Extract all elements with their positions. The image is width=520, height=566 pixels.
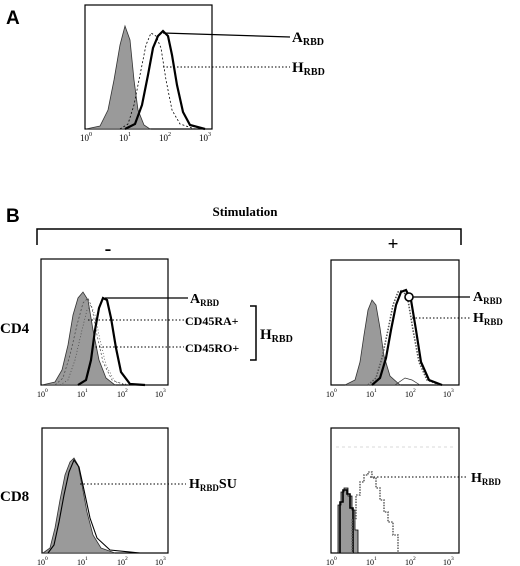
cd8-plus-h-rbd-curve bbox=[351, 471, 399, 553]
cd8-minus-x-ticks: 10 0 10 1 10 2 10 3 bbox=[37, 556, 166, 566]
cd4-minus-cd45ro-label: CD45RO+ bbox=[185, 341, 239, 355]
panel-a-a-rbd-leader bbox=[162, 32, 291, 38]
cd4-plus-x-ticks: 10 0 10 1 10 2 10 3 bbox=[326, 388, 454, 399]
panel-a-tick-2: 10 bbox=[159, 133, 169, 143]
cd4-plus-a-rbd-label: ARBD bbox=[473, 290, 503, 306]
panel-a-tick-3-exp: 3 bbox=[208, 132, 211, 138]
cd8-minus-tick-1-exp: 1 bbox=[85, 556, 88, 562]
cd4-plus-tick-1: 10 bbox=[366, 390, 374, 399]
cd4-minus-h-rbd-label: HRBD bbox=[260, 327, 293, 345]
cd8-plus-frame bbox=[330, 427, 460, 554]
cd4-minus-shaded-histogram bbox=[41, 291, 117, 386]
cd8-unstimulated-plot: 10 0 10 1 10 2 10 3 HRBDSU bbox=[37, 427, 237, 566]
cd4-plus-tick-0-exp: 0 bbox=[334, 388, 337, 394]
cd4-minus-cd45ra-label: CD45RA+ bbox=[185, 314, 239, 328]
stimulation-title: Stimulation bbox=[212, 204, 278, 219]
cd8-plus-h-rbd-label: HRBD bbox=[471, 471, 501, 487]
row-label-cd8: CD8 bbox=[0, 489, 29, 505]
panel-a-plot: 10 0 10 1 10 2 10 3 ARBD HRBD bbox=[80, 4, 325, 143]
cd4-plus-h-rbd-curve bbox=[367, 288, 441, 386]
cd4-minus-tick-2-exp: 2 bbox=[125, 388, 128, 394]
cd4-minus-tick-3: 10 bbox=[155, 390, 163, 399]
stimulation-plus: + bbox=[388, 234, 399, 255]
cd4-plus-shaded-histogram bbox=[344, 299, 402, 386]
cd8-minus-tick-0: 10 bbox=[37, 558, 45, 566]
panel-a-tick-3: 10 bbox=[199, 133, 209, 143]
panel-a-tick-2-exp: 2 bbox=[168, 132, 171, 138]
cd8-plus-tick-1: 10 bbox=[366, 558, 374, 566]
cd8-minus-tick-2: 10 bbox=[117, 558, 125, 566]
panel-a-x-ticks: 10 0 10 1 10 2 10 3 bbox=[80, 132, 211, 143]
panel-a-a-rbd-curve bbox=[124, 29, 206, 131]
panel-a-tick-0: 10 bbox=[80, 133, 90, 143]
panel-a-tick-1: 10 bbox=[119, 133, 129, 143]
cd4-minus-tick-1: 10 bbox=[77, 390, 85, 399]
panel-a-tick-1-exp: 1 bbox=[128, 132, 131, 138]
panel-a-h-rbd-label: HRBD bbox=[292, 60, 325, 78]
cd4-plus-tick-2-exp: 2 bbox=[413, 388, 416, 394]
cd4-minus-cd45ro-curve bbox=[59, 304, 131, 386]
stimulation-bracket bbox=[36, 228, 462, 245]
cd8-plus-tick-3: 10 bbox=[443, 558, 451, 566]
cd4-plus-a-rbd-curve bbox=[371, 288, 443, 387]
cd4-plus-tick-0: 10 bbox=[326, 390, 334, 399]
cd8-plus-tick-3-exp: 3 bbox=[451, 556, 454, 562]
cd4-plus-frame bbox=[330, 259, 460, 386]
cd8-minus-h-rbd-curve bbox=[47, 458, 141, 554]
panel-a-a-rbd-label: ARBD bbox=[292, 30, 324, 48]
cd4-minus-tick-0: 10 bbox=[37, 390, 45, 399]
cd8-minus-tick-2-exp: 2 bbox=[125, 556, 128, 562]
cd8-plus-baseline-curve bbox=[339, 489, 354, 553]
cd4-minus-tick-0-exp: 0 bbox=[45, 388, 48, 394]
cd4-plus-minor-curve bbox=[394, 377, 421, 386]
cd8-plus-tick-2: 10 bbox=[405, 558, 413, 566]
cd8-minus-tick-0-exp: 0 bbox=[45, 556, 48, 562]
cd8-minus-shaded-histogram bbox=[41, 457, 116, 554]
panel-b-letter: B bbox=[6, 206, 20, 227]
cd8-plus-tick-1-exp: 1 bbox=[374, 556, 377, 562]
cd4-plus-tick-2: 10 bbox=[405, 390, 413, 399]
cd4-plus-a-rbd-marker bbox=[404, 292, 414, 302]
cd4-minus-a-rbd-curve bbox=[77, 296, 146, 387]
cd4-plus-tick-3: 10 bbox=[443, 390, 451, 399]
cd8-minus-tick-3-exp: 3 bbox=[163, 556, 166, 562]
cd4-minus-tick-1-exp: 1 bbox=[85, 388, 88, 394]
cd4-plus-tick-3-exp: 3 bbox=[451, 388, 454, 394]
panel-a-letter: A bbox=[6, 8, 20, 29]
cd8-minus-tick-3: 10 bbox=[155, 558, 163, 566]
cd8-stimulated-plot: 10 0 10 1 10 2 10 3 HRBD bbox=[326, 427, 501, 566]
cd4-stimulated-plot: 10 0 10 1 10 2 10 3 ARBD HRBD bbox=[326, 259, 503, 399]
panel-a-h-rbd-curve bbox=[119, 32, 196, 130]
cd8-plus-x-ticks: 10 0 10 1 10 2 10 3 bbox=[326, 556, 454, 566]
cd4-minus-frame bbox=[40, 258, 169, 386]
cd4-plus-tick-1-exp: 1 bbox=[374, 388, 377, 394]
stimulation-minus: - bbox=[105, 238, 112, 260]
cd4-unstimulated-plot: 10 0 10 1 10 2 10 3 ARBD CD45RA+ CD45RO+… bbox=[37, 258, 293, 399]
cd8-plus-tick-0: 10 bbox=[326, 558, 334, 566]
cd4-minus-tick-2: 10 bbox=[117, 390, 125, 399]
cd45-group-bracket bbox=[250, 305, 257, 361]
cd4-minus-x-ticks: 10 0 10 1 10 2 10 3 bbox=[37, 388, 166, 399]
panel-a-tick-0-exp: 0 bbox=[89, 132, 92, 138]
cd8-plus-tick-2-exp: 2 bbox=[413, 556, 416, 562]
cd8-minus-h-rbd-label: HRBDSU bbox=[189, 477, 237, 493]
row-label-cd4: CD4 bbox=[0, 321, 30, 337]
cd8-minus-tick-1: 10 bbox=[77, 558, 85, 566]
cd4-plus-h-rbd-label: HRBD bbox=[473, 311, 503, 327]
cd8-plus-tick-0-exp: 0 bbox=[334, 556, 337, 562]
panel-a-shaded-histogram bbox=[85, 24, 152, 130]
cd4-minus-tick-3-exp: 3 bbox=[163, 388, 166, 394]
cd4-minus-a-rbd-label: ARBD bbox=[190, 292, 220, 308]
